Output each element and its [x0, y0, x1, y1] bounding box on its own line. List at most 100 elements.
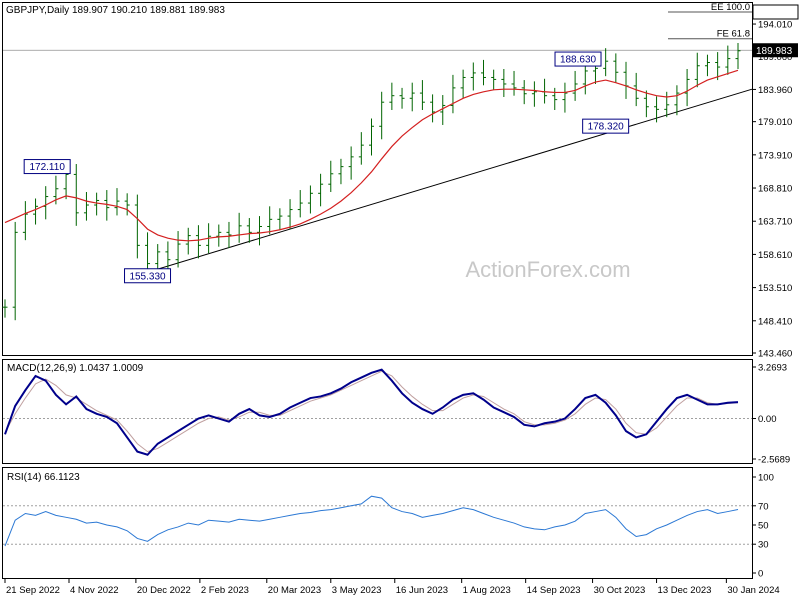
price-annotation: 178.320: [588, 122, 625, 133]
price-bar: [104, 190, 110, 221]
price-annotation: 172.110: [29, 162, 65, 173]
price-bar: [73, 164, 79, 226]
macd-line: [4, 368, 739, 456]
x-tick-label: 20 Mar 2023: [268, 585, 321, 596]
price-bar: [379, 91, 385, 140]
price-bar: [450, 74, 456, 114]
price-bar: [725, 45, 731, 75]
price-bar: [124, 193, 130, 216]
price-ytick-label: 183.960: [758, 85, 792, 96]
price-bar: [511, 70, 517, 96]
price-bar: [715, 52, 721, 81]
rsi-ytick-label: 100: [758, 473, 774, 484]
price-ytick-label: 173.910: [758, 150, 792, 161]
rsi-plot-area: 100 70 50 30 0: [3, 473, 774, 580]
rsi-ytick-label: 50: [758, 521, 769, 532]
svg-text:GBPJPY,Daily 189.907 190.210 1: GBPJPY,Daily 189.907 190.210 189.881 189…: [6, 5, 225, 16]
price-annotation: 188.630: [560, 55, 597, 66]
price-bar: [307, 185, 313, 214]
price-bar: [145, 232, 151, 272]
price-bar: [572, 70, 578, 101]
rsi-ytick-label: 70: [758, 501, 769, 512]
x-tick-label: 30 Oct 2023: [594, 585, 646, 596]
price-bar: [460, 69, 466, 99]
price-annotation: 155.330: [129, 271, 166, 282]
price-bar: [318, 173, 324, 207]
price-bar: [735, 42, 741, 70]
ohlc-label: 189.907 190.210 189.881 189.983: [72, 5, 225, 16]
macd-ytick-label: 0.00: [758, 414, 777, 425]
price-annotation-box: [124, 268, 172, 284]
price-bar: [440, 95, 446, 125]
x-tick-label: 16 Jun 2023: [396, 585, 448, 596]
level-label: FE 61.8: [717, 29, 750, 40]
price-bar: [287, 199, 293, 230]
price-bar: [277, 208, 283, 230]
price-ytick-label: 168.810: [758, 184, 792, 195]
trendline: [135, 88, 753, 277]
price-bar: [674, 85, 680, 116]
price-bar: [552, 87, 558, 111]
price-bar: [175, 231, 181, 268]
last-price-label: 189.983: [756, 46, 793, 57]
price-ytick-label: 158.610: [758, 250, 792, 261]
x-tick-label: 3 May 2023: [332, 585, 382, 596]
price-bar: [501, 69, 507, 97]
price-bar: [389, 82, 395, 111]
macd-plot-area: 3.2693 0.00 -2.5689: [3, 363, 790, 466]
price-bar: [94, 192, 100, 216]
price-bar: [521, 80, 527, 105]
price-bar: [430, 94, 436, 123]
price-ytick-label: 179.010: [758, 117, 792, 128]
macd-ytick-label: 3.2693: [758, 363, 787, 374]
price-bar: [2, 299, 8, 318]
price-bar: [603, 48, 609, 77]
moving-average-line: [4, 69, 739, 242]
x-tick-label: 4 Nov 2022: [70, 585, 119, 596]
rsi-title: RSI(14) 66.1123: [7, 472, 80, 483]
price-bar: [338, 158, 344, 185]
price-bar: [643, 90, 649, 118]
x-tick-label: 13 Dec 2023: [658, 585, 712, 596]
rsi-panel-frame: [2, 467, 753, 579]
x-tick-label: 20 Dec 2022: [137, 585, 191, 596]
price-bar: [409, 82, 415, 112]
rsi-ytick-label: 0: [758, 569, 763, 580]
price-ytick-label: 148.410: [758, 316, 792, 327]
price-bar: [226, 221, 232, 248]
macd-title: MACD(12,26,9) 1.0437 1.0009: [7, 363, 144, 374]
price-annotation-box: [23, 159, 71, 175]
price-annotation-box: [554, 51, 602, 67]
price-bar: [257, 216, 263, 246]
price-bar: [134, 194, 140, 259]
price-bar: [704, 54, 710, 77]
level-box: [752, 4, 799, 20]
price-bar: [654, 96, 660, 123]
price-ytick-label: 143.460: [758, 349, 792, 360]
price-annotation-box: [582, 118, 630, 134]
price-bar: [216, 224, 222, 247]
price-bar: [12, 221, 18, 321]
x-axis: 21 Sep 2022 4 Nov 2022 20 Dec 2022 2 Feb 20…: [4, 578, 780, 596]
symbol-label: GBPJPY: [6, 5, 46, 16]
price-bar: [267, 206, 273, 235]
macd-signal-line: [4, 370, 739, 453]
price-bar: [358, 132, 364, 165]
last-price-box: [753, 43, 798, 58]
rsi-line: [4, 495, 739, 547]
x-tick-label: 2 Feb 2023: [201, 585, 249, 596]
price-bar: [419, 80, 425, 111]
price-bar: [246, 218, 252, 243]
macd-panel-frame: [2, 359, 753, 464]
price-bar: [22, 201, 28, 241]
price-bar: [369, 118, 374, 156]
price-bar: [613, 53, 619, 83]
price-bar: [114, 188, 120, 216]
price-bar: [297, 190, 303, 218]
price-bar: [195, 225, 201, 259]
price-bar: [328, 160, 334, 193]
x-tick-label: 14 Sep 2023: [527, 585, 581, 596]
price-bar: [582, 63, 588, 95]
